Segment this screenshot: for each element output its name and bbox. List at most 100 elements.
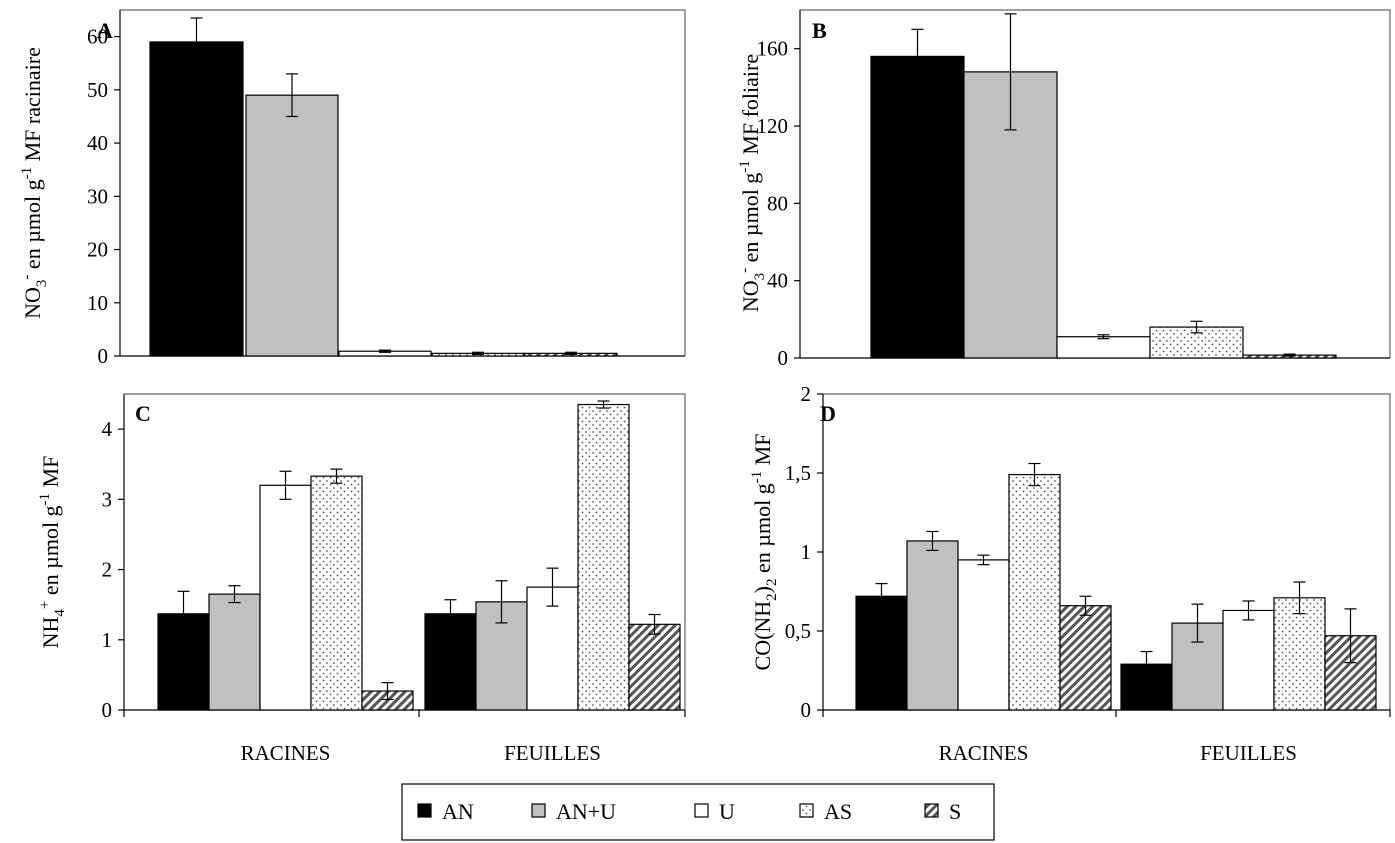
y-axis-label-part: - [737, 268, 753, 273]
y-axis-label: NO3- en µmol g-1 MF foliaire [737, 54, 768, 312]
bar [208, 593, 261, 711]
y-tick-label: 1 [102, 628, 113, 652]
y-axis-label: CO(NH2)2 en µmol g-1 MF [749, 434, 780, 671]
panel-letter: B [812, 18, 827, 43]
y-tick-label: 4 [102, 417, 113, 441]
y-tick-label: 50 [87, 78, 108, 102]
bar [424, 613, 477, 711]
y-axis-label: NH4+ en µmol g-1 MF [37, 456, 68, 649]
bar [628, 623, 681, 711]
bar [577, 403, 630, 711]
plot-frame [120, 9, 686, 356]
y-tick-label: 20 [87, 238, 108, 262]
bar [870, 55, 965, 359]
y-axis-label-part: 4 [52, 609, 68, 617]
panel-letter: D [820, 401, 836, 426]
bar [526, 586, 579, 711]
bar [259, 484, 312, 711]
y-axis-label-part: NH [38, 616, 63, 648]
legend-label: S [949, 799, 961, 824]
x-tick-label: RACINES [939, 741, 1029, 765]
plot-frame [800, 9, 1391, 358]
y-tick-label: 30 [87, 184, 108, 208]
y-axis-label-part: en µmol g [738, 173, 763, 268]
y-axis-label-part: NO [20, 287, 45, 319]
x-tick-label: FEUILLES [504, 741, 601, 765]
legend-swatch [694, 803, 709, 818]
y-axis-label-part: MF racinaire [20, 47, 45, 167]
bar [906, 540, 959, 711]
y-tick-label: 3 [102, 487, 113, 511]
legend-label: AN [442, 799, 474, 824]
y-axis-label-part: -1 [19, 167, 35, 180]
legend-item-anu: AN+U [531, 799, 616, 824]
legend-swatch [924, 803, 939, 818]
y-tick-label: 1 [801, 540, 812, 564]
bar [1222, 609, 1275, 711]
y-axis-label-part: CO(NH [750, 601, 775, 671]
bar [1056, 336, 1151, 359]
y-tick-label: 2 [801, 382, 812, 406]
y-axis-label: NO3- en µmol g-1 MF racinaire [19, 47, 50, 319]
y-tick-label: 160 [757, 37, 789, 61]
panel-letter: C [135, 401, 151, 426]
y-axis-label-part: 2 [764, 593, 780, 601]
legend-label: AS [824, 799, 852, 824]
legend-label: AN+U [556, 799, 616, 824]
y-tick-label: 2 [102, 558, 113, 582]
y-axis-label-part: -1 [37, 493, 53, 506]
legend: AN AN+U U AS S [401, 783, 995, 841]
y-axis-label-part: 2 [764, 578, 780, 586]
y-tick-label: 120 [757, 114, 789, 138]
y-tick-label: 40 [87, 131, 108, 155]
legend-item-u: U [694, 799, 735, 824]
y-tick-label: 10 [87, 291, 108, 315]
bar [855, 595, 908, 711]
y-tick-label: 1,5 [785, 461, 811, 485]
legend-item-s: S [924, 799, 961, 824]
y-axis-label-part: MF foliaire [738, 54, 763, 160]
panel-letter: A [97, 18, 113, 43]
legend-label: U [719, 799, 735, 824]
bar [245, 94, 339, 357]
bar [1059, 605, 1112, 711]
bar [1273, 597, 1326, 711]
legend-swatch [799, 803, 814, 818]
legend-swatch [417, 803, 432, 818]
y-axis-label-part: en µmol g [20, 179, 45, 274]
bar [1008, 473, 1061, 711]
y-tick-label: 80 [767, 191, 788, 215]
y-axis-label-part: ) [750, 586, 775, 593]
bar [957, 559, 1010, 711]
legend-item-an: AN [417, 799, 474, 824]
y-tick-label: 0,5 [785, 619, 811, 643]
y-axis-label-part: MF [38, 456, 63, 493]
x-tick-label: FEUILLES [1200, 741, 1297, 765]
plot-frame [124, 393, 686, 710]
plot-frame [823, 393, 1391, 710]
y-tick-label: 60 [87, 25, 108, 49]
x-tick-label: RACINES [241, 741, 331, 765]
y-tick-label: 0 [102, 698, 113, 722]
legend-item-as: AS [799, 799, 852, 824]
y-axis-label-part: 3 [752, 273, 768, 281]
y-tick-label: 40 [767, 269, 788, 293]
y-axis-label-part: 3 [34, 280, 50, 288]
y-axis-label-part: NO [738, 280, 763, 312]
bar [310, 475, 363, 711]
panel-b: 0 40 80 120 160 B NO3- en µmol g-1 MF foliaire [737, 9, 1391, 370]
panel-a: 0 10 20 30 40 50 60A NO3- en µmol g-1 MF racina… [19, 9, 686, 368]
y-axis-label-part: - [19, 275, 35, 280]
y-axis-label-part: en µmol g [38, 505, 63, 600]
y-tick-label: 0 [98, 344, 109, 368]
y-axis-label-part: en µmol g [750, 483, 775, 578]
y-tick-label: 0 [801, 698, 812, 722]
bar [149, 41, 244, 357]
y-axis-label-part: -1 [749, 471, 765, 484]
y-axis-label-part: + [37, 601, 53, 609]
y-tick-label: 0 [778, 346, 789, 370]
y-axis-label-part: -1 [737, 160, 753, 173]
